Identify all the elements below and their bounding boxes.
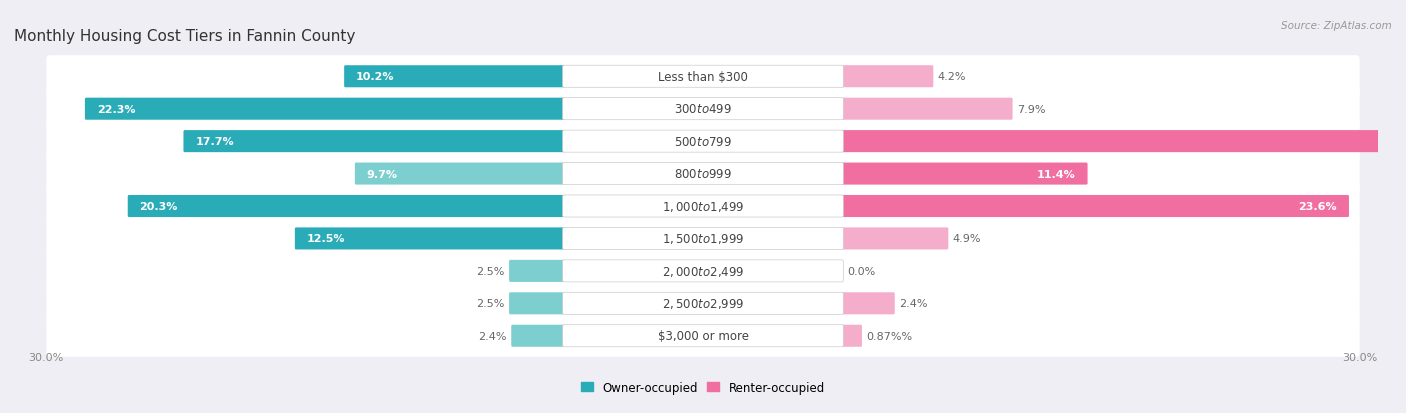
FancyBboxPatch shape — [46, 250, 1360, 292]
Text: 23.6%: 23.6% — [1299, 202, 1337, 211]
Text: 10.2%: 10.2% — [356, 72, 395, 82]
Text: 2.4%: 2.4% — [478, 331, 508, 341]
FancyBboxPatch shape — [46, 218, 1360, 260]
Text: $800 to $999: $800 to $999 — [673, 168, 733, 180]
Text: 17.7%: 17.7% — [195, 137, 233, 147]
Text: 22.3%: 22.3% — [97, 104, 135, 114]
Text: 0.0%: 0.0% — [848, 266, 876, 276]
FancyBboxPatch shape — [46, 315, 1360, 357]
FancyBboxPatch shape — [46, 88, 1360, 131]
FancyBboxPatch shape — [354, 163, 565, 185]
FancyBboxPatch shape — [46, 282, 1360, 325]
FancyBboxPatch shape — [183, 131, 565, 153]
FancyBboxPatch shape — [295, 228, 565, 250]
FancyBboxPatch shape — [562, 131, 844, 153]
Text: 7.9%: 7.9% — [1017, 104, 1046, 114]
Text: $2,500 to $2,999: $2,500 to $2,999 — [662, 297, 744, 311]
FancyBboxPatch shape — [509, 260, 565, 282]
FancyBboxPatch shape — [128, 195, 565, 218]
Text: $3,000 or more: $3,000 or more — [658, 330, 748, 342]
FancyBboxPatch shape — [841, 325, 862, 347]
Text: 20.3%: 20.3% — [139, 202, 179, 211]
Text: Monthly Housing Cost Tiers in Fannin County: Monthly Housing Cost Tiers in Fannin Cou… — [14, 29, 356, 44]
Text: $500 to $799: $500 to $799 — [673, 135, 733, 148]
Text: 0.87%%: 0.87%% — [866, 331, 912, 341]
Text: 30.0%: 30.0% — [28, 352, 63, 363]
FancyBboxPatch shape — [512, 325, 565, 347]
Text: 2.5%: 2.5% — [477, 299, 505, 309]
FancyBboxPatch shape — [841, 131, 1406, 153]
Text: 2.5%: 2.5% — [477, 266, 505, 276]
FancyBboxPatch shape — [344, 66, 565, 88]
FancyBboxPatch shape — [46, 153, 1360, 195]
Text: 30.0%: 30.0% — [1343, 352, 1378, 363]
FancyBboxPatch shape — [841, 98, 1012, 121]
FancyBboxPatch shape — [841, 292, 894, 315]
FancyBboxPatch shape — [46, 121, 1360, 163]
FancyBboxPatch shape — [509, 292, 565, 315]
FancyBboxPatch shape — [841, 163, 1088, 185]
FancyBboxPatch shape — [46, 56, 1360, 98]
FancyBboxPatch shape — [562, 195, 844, 218]
FancyBboxPatch shape — [841, 195, 1348, 218]
Text: 4.2%: 4.2% — [938, 72, 966, 82]
FancyBboxPatch shape — [562, 260, 844, 282]
Text: $1,500 to $1,999: $1,500 to $1,999 — [662, 232, 744, 246]
Text: Less than $300: Less than $300 — [658, 71, 748, 83]
FancyBboxPatch shape — [841, 228, 948, 250]
FancyBboxPatch shape — [841, 66, 934, 88]
FancyBboxPatch shape — [562, 163, 844, 185]
FancyBboxPatch shape — [562, 98, 844, 121]
Text: $300 to $499: $300 to $499 — [673, 103, 733, 116]
Text: 12.5%: 12.5% — [307, 234, 344, 244]
Text: Source: ZipAtlas.com: Source: ZipAtlas.com — [1281, 21, 1392, 31]
Text: 2.4%: 2.4% — [898, 299, 928, 309]
Text: 11.4%: 11.4% — [1038, 169, 1076, 179]
Text: 4.9%: 4.9% — [953, 234, 981, 244]
FancyBboxPatch shape — [562, 228, 844, 250]
FancyBboxPatch shape — [562, 292, 844, 315]
Text: $2,000 to $2,499: $2,000 to $2,499 — [662, 264, 744, 278]
FancyBboxPatch shape — [562, 66, 844, 88]
Text: 9.7%: 9.7% — [367, 169, 398, 179]
Legend: Owner-occupied, Renter-occupied: Owner-occupied, Renter-occupied — [576, 376, 830, 399]
Text: $1,000 to $1,499: $1,000 to $1,499 — [662, 199, 744, 214]
FancyBboxPatch shape — [562, 325, 844, 347]
FancyBboxPatch shape — [84, 98, 565, 121]
FancyBboxPatch shape — [46, 185, 1360, 228]
